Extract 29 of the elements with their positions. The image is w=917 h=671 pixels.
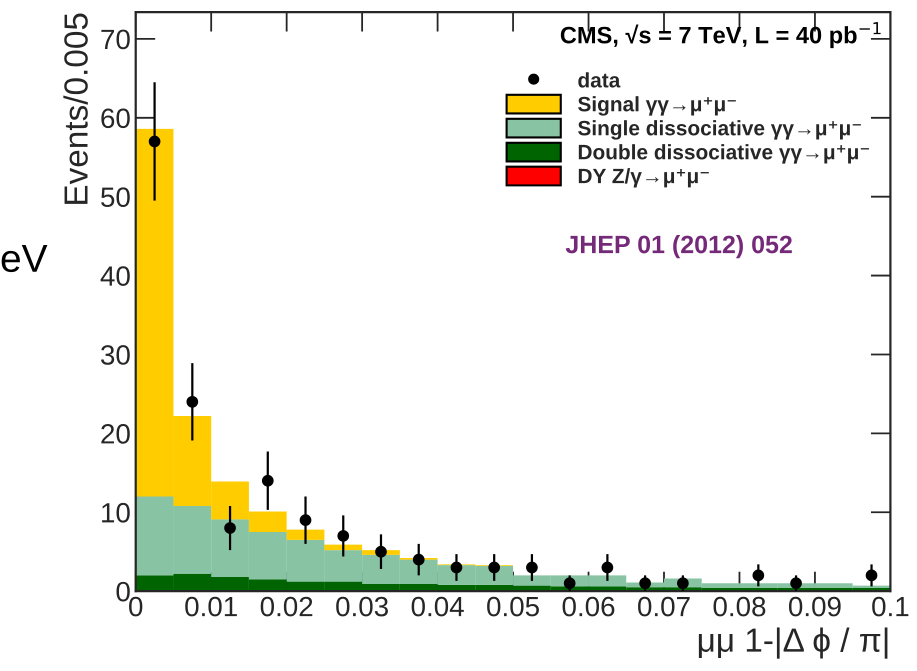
y-tick-label: 60 (101, 108, 130, 128)
x-axis-title: μμ 1-|Δ ϕ / π| (698, 627, 888, 659)
x-tick-label: 0.1 (872, 596, 908, 616)
y-axis-title: Events/0.005 (63, 13, 88, 204)
x-tick-label: 0.03 (336, 596, 388, 616)
legend-label: Single dissociative γγ→μ⁺μ⁻ (578, 120, 861, 140)
x-tick-label: 0.07 (638, 596, 690, 616)
x-tick-label: 0.04 (412, 596, 464, 616)
y-tick-label: 50 (101, 187, 130, 208)
legend-label: data (578, 72, 620, 88)
x-tick-label: 0 (129, 596, 142, 616)
y-tick-label: 40 (100, 266, 130, 286)
x-tick-label: 0.01 (185, 596, 237, 616)
y-tick-label: 20 (101, 424, 130, 444)
x-tick-label: 0.06 (562, 596, 614, 616)
legend-label: Signal γγ→μ⁺μ⁻ (578, 96, 736, 116)
x-tick-label: 0.09 (788, 596, 841, 616)
y-tick-label: 10 (102, 502, 130, 523)
legend-label: DY Z/γ→μ⁺μ⁻ (578, 168, 709, 188)
x-tick-label: 0.05 (487, 596, 539, 616)
x-tick-label: 0.02 (260, 596, 312, 616)
legend-label: Double dissociative γγ→μ⁺μ⁻ (578, 144, 869, 164)
annotation: JHEP 01 (2012) 052 (566, 234, 792, 258)
y-tick-label: 70 (101, 30, 130, 50)
y-tick-label: 30 (101, 345, 130, 365)
text: eV (2, 244, 48, 272)
annotation: CMS, √s = 7 TeV, L = 40 pb$^{−1}$ (560, 22, 881, 48)
x-tick-label: 0.08 (714, 596, 766, 616)
y-tick-label: 0 (116, 582, 130, 602)
